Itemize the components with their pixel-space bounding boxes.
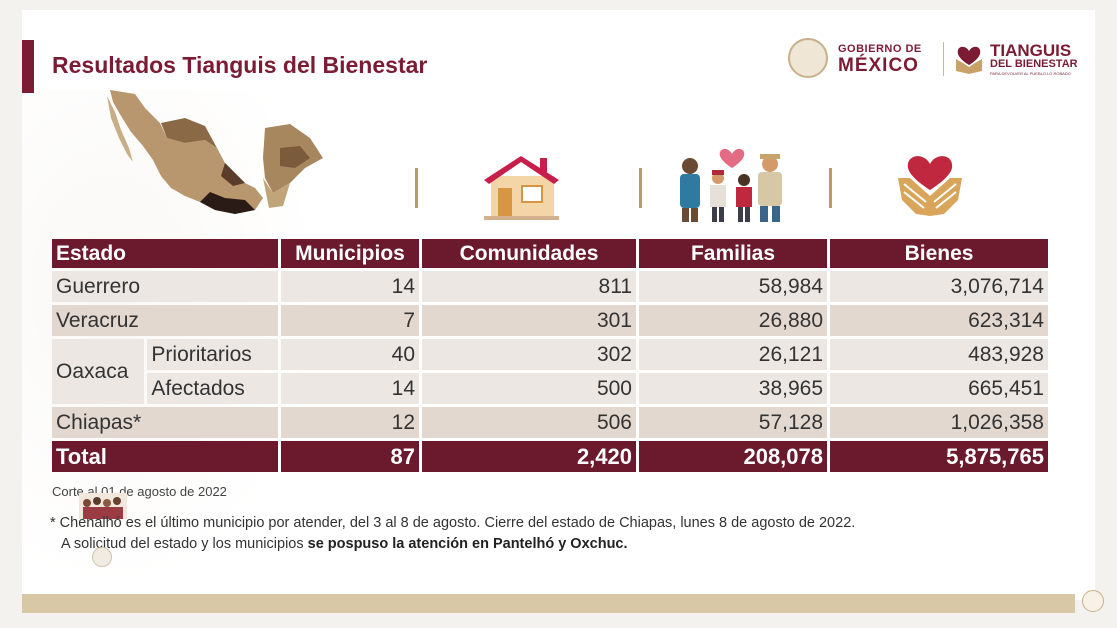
cell-comunidades: 301 [422,305,636,336]
cell-estado: Guerrero [52,271,278,302]
cell-comunidades: 302 [422,339,636,370]
small-seal-icon [92,547,112,567]
header-logos: GOBIERNO DE MÉXICO TIANGUIS DEL BIENESTA… [788,38,1078,84]
tianguis-logo-icon [956,46,982,74]
program-logo-line3: PARA DEVOLVER AL PUEBLO LO ROBADO [990,71,1071,76]
table-row: Veracruz 7 301 26,880 623,314 [52,305,1048,336]
cell-municipios: 40 [281,339,419,370]
cell-bienes: 3,076,714 [830,271,1048,302]
table-row: Guerrero 14 811 58,984 3,076,714 [52,271,1048,302]
mexico-map-icon [107,90,323,214]
cell-subgroup: Afectados [147,373,278,404]
table-total-row: Total 87 2,420 208,078 5,875,765 [52,441,1048,472]
cell-familias: 58,984 [639,271,827,302]
table-row: Afectados 14 500 38,965 665,451 [52,373,1048,404]
total-municipios: 87 [281,441,419,472]
footnote-postponed-bold: se pospuso la atención en Pantelhó y Oxc… [307,536,628,552]
program-logo-line1: TIANGUIS [990,41,1072,60]
cell-estado: Oaxaca [52,339,145,404]
total-bienes: 5,875,765 [830,441,1048,472]
cell-bienes: 623,314 [830,305,1048,336]
total-familias: 208,078 [639,441,827,472]
header-municipios: Municipios [281,239,419,268]
footnote-postponed-plain: A solicitud del estado y los municipios [61,536,308,552]
total-label: Total [52,441,278,472]
heart-hands-icon [898,156,962,216]
icon-separator [639,168,642,208]
table-row: Oaxaca Prioritarios 40 302 26,121 483,92… [52,339,1048,404]
crowd-thumbnail-icon [79,493,127,519]
cell-municipios: 12 [281,407,419,438]
gov-logo-small: GOBIERNO DE [838,43,922,55]
header-bienes: Bienes [830,239,1048,268]
cell-familias: 38,965 [639,373,827,404]
cell-estado: Chiapas* [52,407,278,438]
footnote-chiapas: * Chenalhó es el último municipio por at… [50,515,856,531]
results-table: Estado Municipios Comunidades Familias B… [49,236,1051,475]
cell-estado: Veracruz [52,305,278,336]
cell-municipios: 7 [281,305,419,336]
total-comunidades: 2,420 [422,441,636,472]
header-comunidades: Comunidades [422,239,636,268]
cell-familias: 26,121 [639,339,827,370]
cell-subgroup: Prioritarios [147,339,278,370]
logo-divider [943,42,944,76]
icon-separator [415,168,418,208]
header-estado: Estado [52,239,278,268]
family-icon [680,148,782,222]
cell-comunidades: 500 [422,373,636,404]
cell-familias: 57,128 [639,407,827,438]
cell-comunidades: 811 [422,271,636,302]
footnote-postponed: A solicitud del estado y los municipios … [61,536,628,552]
table-row: Chiapas* 12 506 57,128 1,026,358 [52,407,1048,438]
house-icon [484,156,559,220]
cell-bienes: 665,451 [830,373,1048,404]
header-familias: Familias [639,239,827,268]
program-logo-line2: DEL BIENESTAR [990,58,1078,70]
bottom-band [22,594,1075,613]
cell-bienes: 1,026,358 [830,407,1048,438]
mexico-seal-icon [788,38,828,78]
table-header-row: Estado Municipios Comunidades Familias B… [52,239,1048,268]
cell-familias: 26,880 [639,305,827,336]
page-title: Resultados Tianguis del Bienestar [52,52,428,78]
corner-seal-icon [1082,590,1104,612]
gov-logo-big: MÉXICO [838,55,919,76]
cell-comunidades: 506 [422,407,636,438]
icon-separator [829,168,832,208]
cell-municipios: 14 [281,373,419,404]
title-accent-bar [22,40,34,93]
cell-municipios: 14 [281,271,419,302]
cell-bienes: 483,928 [830,339,1048,370]
